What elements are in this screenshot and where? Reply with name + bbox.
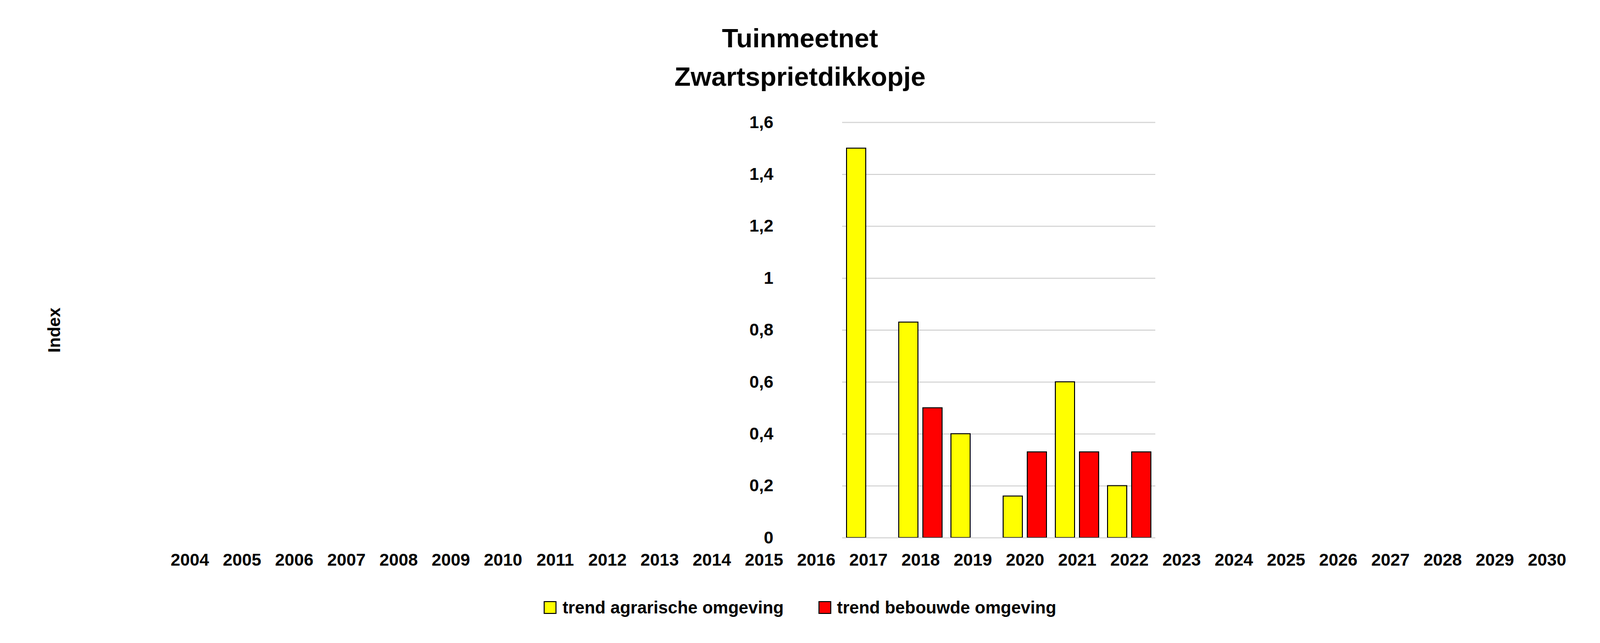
svg-text:2019: 2019	[953, 549, 993, 569]
svg-text:0,2: 0,2	[749, 475, 774, 495]
svg-text:2010: 2010	[484, 549, 523, 569]
svg-text:1,4: 1,4	[749, 163, 774, 184]
svg-text:2006: 2006	[275, 549, 314, 569]
svg-text:2011: 2011	[536, 549, 575, 569]
svg-text:2015: 2015	[745, 549, 784, 569]
svg-text:2004: 2004	[170, 549, 210, 569]
html-text:trend agrarische omgeving: trend agrarische omgeving	[562, 597, 784, 617]
svg-text:2008: 2008	[379, 549, 419, 569]
svg-text:2007: 2007	[327, 549, 366, 569]
svg-text:0,4: 0,4	[749, 423, 774, 443]
svg-text:2025: 2025	[1267, 549, 1306, 569]
svg-text:2029: 2029	[1475, 549, 1515, 569]
svg-text:1,2: 1,2	[749, 215, 774, 235]
svg-text:Index: Index	[44, 307, 64, 353]
svg-text:2022: 2022	[1110, 549, 1149, 569]
svg-text:2021: 2021	[1058, 549, 1097, 569]
svg-text:2009: 2009	[431, 549, 471, 569]
svg-text:2012: 2012	[588, 549, 627, 569]
html-text:trend bebouwde omgeving: trend bebouwde omgeving	[836, 597, 1057, 617]
svg-text:2024: 2024	[1214, 549, 1254, 569]
svg-text:0,6: 0,6	[749, 371, 774, 392]
svg-text:2026: 2026	[1319, 549, 1358, 569]
svg-text:2020: 2020	[1006, 549, 1045, 569]
svg-text:2013: 2013	[640, 549, 680, 569]
html-text:Tuinmeetnet: Tuinmeetnet	[721, 23, 879, 53]
svg-text:2018: 2018	[901, 549, 941, 569]
svg-text:2005: 2005	[223, 549, 262, 569]
svg-text:2014: 2014	[692, 549, 732, 569]
svg-text:2028: 2028	[1423, 549, 1463, 569]
svg-text:0: 0	[763, 527, 774, 547]
svg-text:1: 1	[763, 267, 774, 288]
html-text:Zwartsprietdikkopje: Zwartsprietdikkopje	[674, 61, 926, 92]
svg-text:2027: 2027	[1371, 549, 1410, 569]
svg-text:0,8: 0,8	[749, 319, 774, 339]
svg-text:2016: 2016	[797, 549, 836, 569]
svg-text:2017: 2017	[849, 549, 888, 569]
svg-text:2023: 2023	[1162, 549, 1202, 569]
svg-text:2030: 2030	[1528, 549, 1567, 569]
svg-text:1,6: 1,6	[749, 112, 774, 132]
